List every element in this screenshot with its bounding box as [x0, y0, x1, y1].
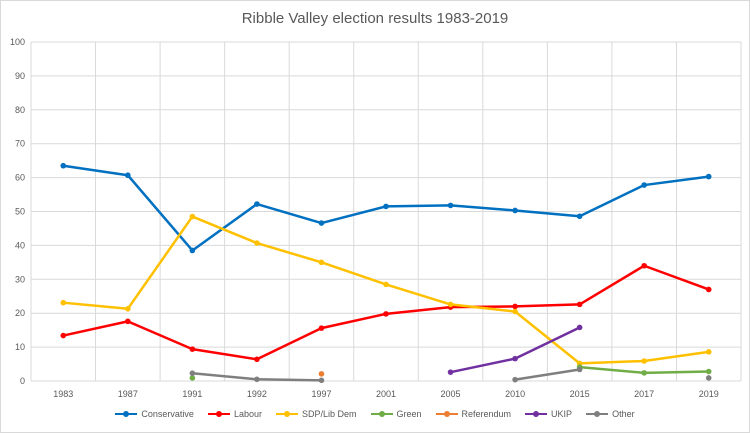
legend-swatch [370, 411, 393, 417]
data-point-other [705, 375, 712, 381]
data-point-labour [254, 356, 260, 363]
data-point-sdp-lib-dem [125, 305, 131, 312]
y-tick-label: 70 [15, 139, 25, 149]
data-point-referendum [318, 371, 325, 377]
y-tick-label: 90 [15, 71, 25, 81]
series-line-other [513, 368, 581, 381]
x-tick-label: 2017 [634, 389, 654, 399]
data-point-conservative [254, 201, 260, 207]
legend-swatch [525, 411, 548, 417]
data-point-sdp-lib-dem [60, 299, 67, 306]
data-point-labour [125, 318, 131, 325]
data-point-ukip [576, 324, 583, 331]
data-point-conservative [125, 172, 131, 179]
data-point-ukip [447, 369, 454, 375]
legend-label: SDP/Lib Dem [301, 409, 357, 419]
legend-item-conservative: Conservative [115, 409, 194, 419]
x-tick-label: 1991 [182, 389, 202, 399]
legend-swatch [586, 411, 609, 417]
legend-swatch [207, 411, 230, 417]
y-tick-label: 0 [20, 376, 25, 386]
x-tick-label: 2005 [441, 389, 461, 399]
x-tick-label: 2010 [505, 389, 525, 399]
legend-item-green: Green [370, 409, 422, 419]
chart-legend: Conservative Labour SDP/Lib Dem Green Refere… [1, 409, 749, 419]
legend-label: Conservative [141, 409, 194, 419]
data-point-labour [705, 286, 712, 293]
y-tick-label: 100 [10, 37, 25, 47]
y-tick-label: 40 [15, 240, 25, 250]
x-tick-label: 2001 [376, 389, 396, 399]
x-tick-label: 2015 [570, 389, 590, 399]
legend-label: UKIP [551, 409, 573, 419]
data-point-labour [383, 311, 389, 317]
data-point-sdp-lib-dem [512, 308, 518, 315]
data-point-conservative [383, 203, 389, 210]
y-tick-label: 60 [15, 173, 25, 183]
data-point-conservative [60, 162, 67, 169]
data-point-other [576, 366, 583, 373]
data-point-other [189, 370, 196, 377]
data-point-conservative [512, 207, 518, 214]
legend-swatch [435, 411, 458, 417]
x-tick-label: 1983 [53, 389, 73, 399]
data-point-conservative [641, 182, 647, 188]
data-point-sdp-lib-dem [318, 259, 325, 266]
data-point-ukip [512, 355, 518, 362]
data-point-sdp-lib-dem [254, 240, 260, 246]
data-point-sdp-lib-dem [189, 213, 196, 220]
data-point-other [318, 377, 325, 384]
data-point-conservative [447, 202, 454, 209]
data-point-conservative [576, 213, 583, 220]
data-point-sdp-lib-dem [383, 281, 389, 288]
data-point-labour [576, 301, 583, 308]
legend-swatch [275, 411, 298, 417]
legend-item-sdp-lib-dem: SDP/Lib Dem [275, 409, 357, 419]
y-tick-label: 80 [15, 105, 25, 115]
data-point-conservative [189, 247, 196, 254]
legend-label: Other [612, 409, 635, 419]
legend-item-other: Other [586, 409, 635, 419]
data-point-labour [189, 346, 196, 352]
legend-item-ukip: UKIP [525, 409, 572, 419]
legend-label: Labour [233, 409, 262, 419]
x-tick-label: 2019 [699, 389, 719, 399]
chart-title: Ribble Valley election results 1983-2019 [241, 10, 509, 27]
data-point-other [254, 376, 260, 383]
y-tick-label: 50 [15, 207, 25, 217]
data-point-labour [641, 262, 647, 269]
data-point-conservative [705, 173, 712, 180]
data-point-green [641, 370, 647, 376]
legend-item-labour: Labour [207, 409, 262, 419]
data-point-green [189, 375, 196, 381]
x-tick-label: 1997 [311, 389, 331, 399]
data-point-sdp-lib-dem [705, 349, 712, 355]
data-point-sdp-lib-dem [641, 358, 647, 364]
y-tick-label: 20 [15, 308, 25, 318]
data-point-labour [512, 303, 518, 310]
data-point-conservative [318, 220, 325, 226]
x-tick-label: 1992 [247, 389, 267, 399]
data-point-sdp-lib-dem [447, 301, 454, 308]
legend-item-referendum: Referendum [435, 409, 512, 419]
data-point-labour [60, 332, 67, 339]
x-tick-label: 1987 [118, 389, 138, 399]
data-point-green [705, 368, 712, 375]
legend-label: Green [396, 409, 422, 419]
series-line-ukip [449, 326, 581, 374]
legend-swatch [115, 411, 138, 417]
data-point-other [512, 376, 518, 383]
data-point-labour [318, 325, 325, 331]
legend-label: Referendum [461, 409, 512, 419]
y-tick-label: 10 [15, 342, 25, 352]
y-tick-label: 30 [15, 274, 25, 284]
